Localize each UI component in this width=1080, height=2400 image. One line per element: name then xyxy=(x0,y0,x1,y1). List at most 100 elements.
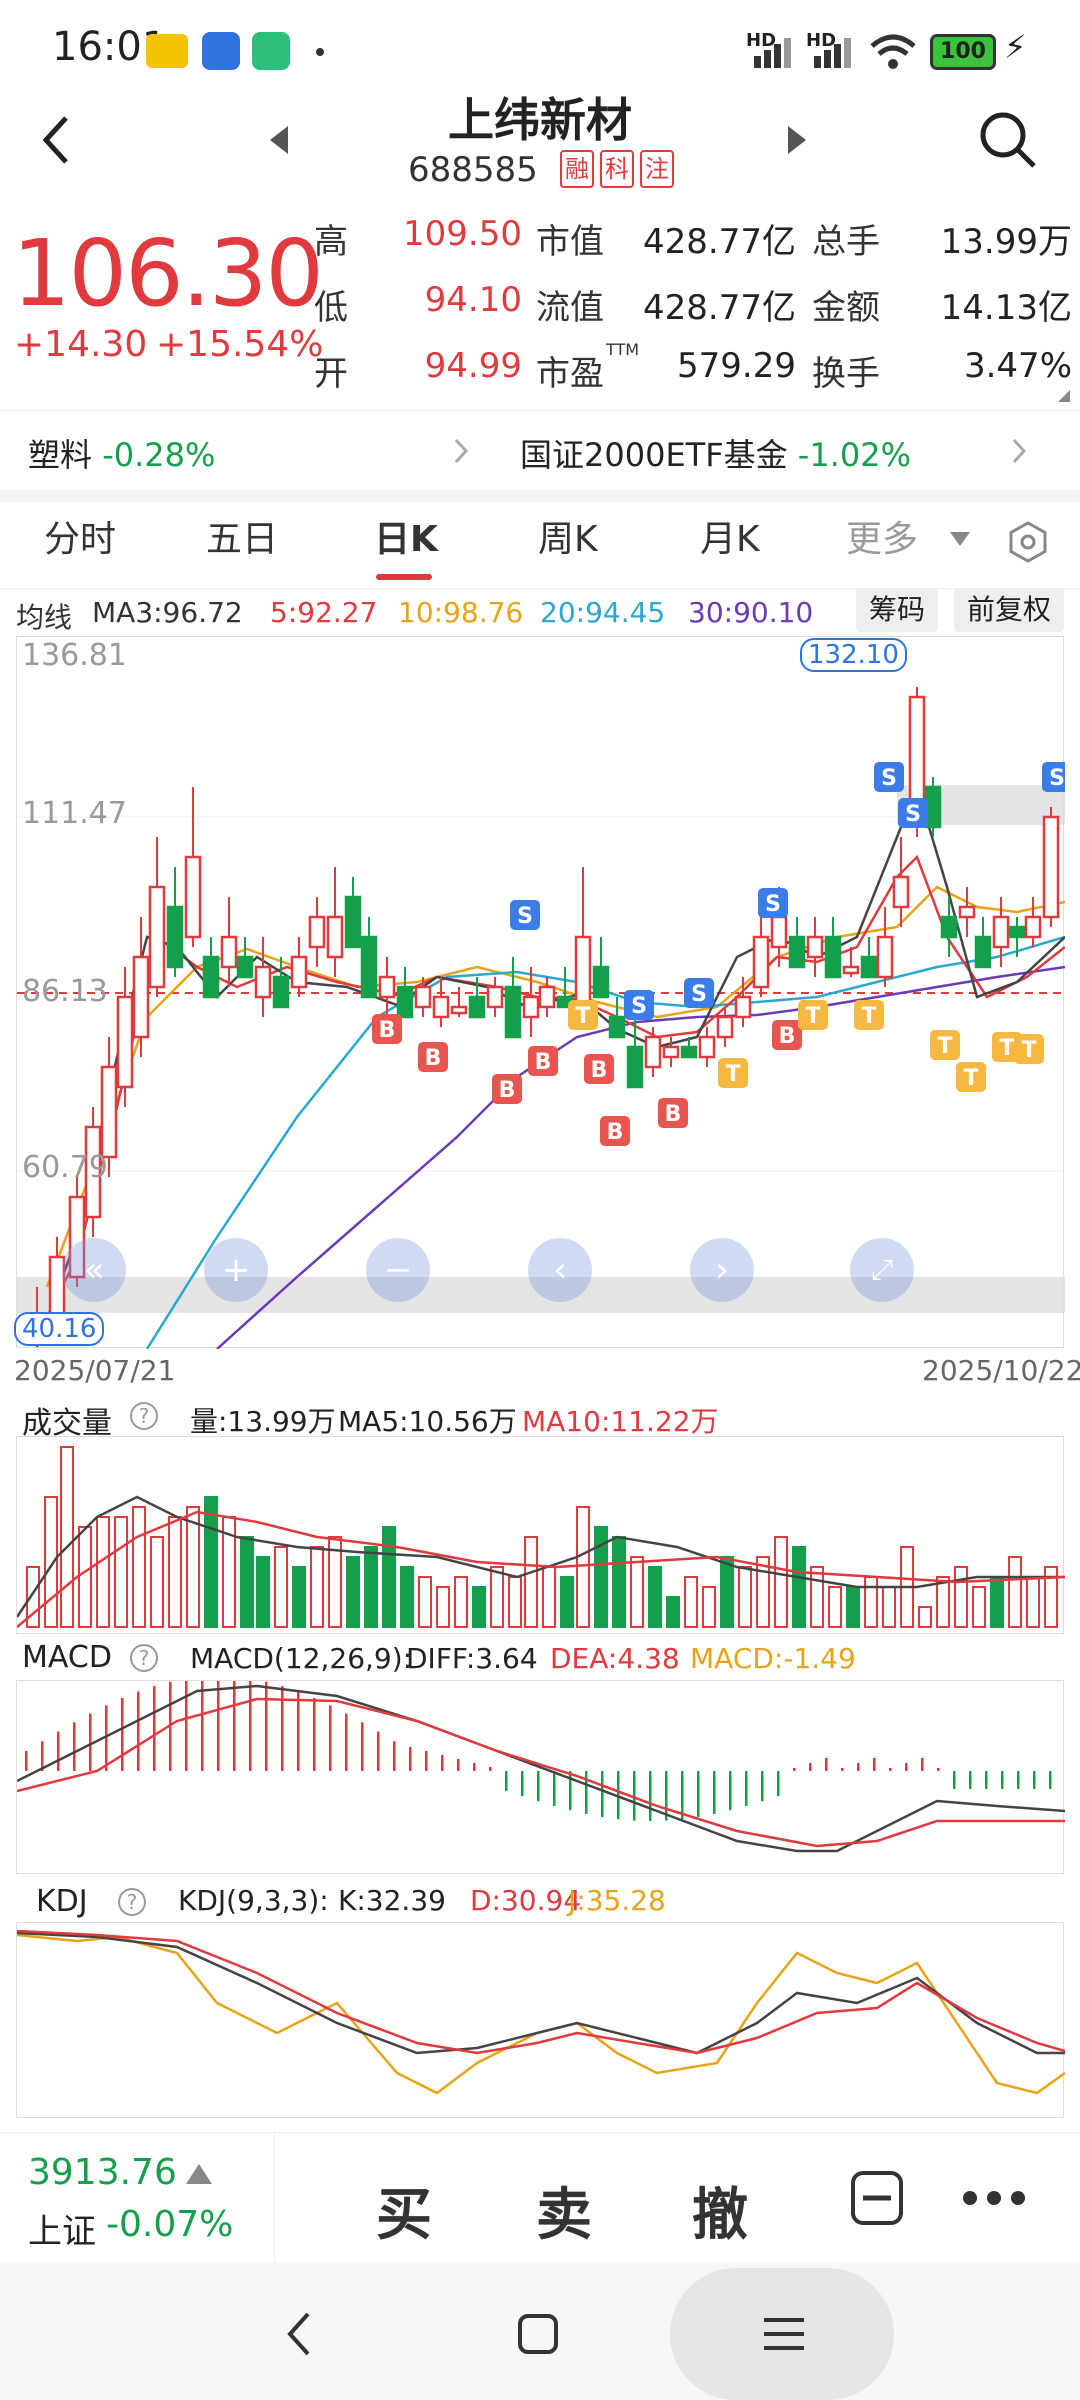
volume-bar xyxy=(240,1536,254,1628)
candlestick xyxy=(716,1007,734,1047)
adjust-button[interactable]: 前复权 xyxy=(954,588,1064,632)
high-price-label: 132.10 xyxy=(800,638,907,672)
macd-bar xyxy=(265,1681,268,1771)
macd-bar xyxy=(857,1763,860,1771)
index-value[interactable]: 3913.76 xyxy=(28,2152,177,2193)
signal-icon xyxy=(814,38,851,68)
candlestick xyxy=(326,867,344,977)
volume-bar xyxy=(630,1556,644,1628)
volume-bar xyxy=(418,1576,432,1628)
app-notification-icon xyxy=(146,34,188,68)
signal-marker: T xyxy=(930,1030,960,1060)
volume-chart[interactable] xyxy=(15,1436,1066,1634)
signal-marker: S xyxy=(684,978,714,1008)
zoom-in-button[interactable]: + xyxy=(204,1238,268,1302)
tab-five-day[interactable]: 五日 xyxy=(206,519,279,560)
candlestick xyxy=(680,1037,698,1059)
volume-svg xyxy=(15,1446,1066,1628)
float-cap-value: 428.77亿 xyxy=(643,288,796,328)
volume-bar xyxy=(472,1586,486,1628)
zoom-out-button[interactable]: − xyxy=(366,1238,430,1302)
chips-button[interactable]: 筹码 xyxy=(856,588,938,632)
volume-bar xyxy=(60,1446,74,1628)
sector-pct: -1.02% xyxy=(797,436,911,474)
candlestick xyxy=(378,957,396,1017)
help-icon[interactable]: ? xyxy=(130,1402,158,1430)
scroll-right-button[interactable]: › xyxy=(690,1238,754,1302)
macd-params: MACD(12,26,9): xyxy=(190,1642,413,1675)
help-icon[interactable]: ? xyxy=(130,1644,158,1672)
help-icon[interactable]: ? xyxy=(118,1888,146,1916)
macd-bar xyxy=(441,1755,444,1771)
tab-intraday[interactable]: 分时 xyxy=(44,519,117,560)
cancel-order-button[interactable]: 撤 xyxy=(692,2183,748,2248)
scroll-left-button[interactable]: ‹ xyxy=(528,1238,592,1302)
ma30-value: 30:90.10 xyxy=(688,596,814,629)
macd-diff: DIFF:3.64 xyxy=(406,1642,538,1675)
nav-home-icon[interactable] xyxy=(516,2310,560,2358)
tab-more[interactable]: 更多 xyxy=(846,519,919,560)
macd-bar xyxy=(729,1771,732,1811)
expand-corner-icon[interactable] xyxy=(1056,388,1072,404)
candlestick xyxy=(132,917,150,1057)
svg-text:T: T xyxy=(725,1062,740,1087)
buy-button[interactable]: 买 xyxy=(376,2183,432,2248)
pe-value: 579.29 xyxy=(677,346,796,386)
current-price: 106.30 xyxy=(12,220,324,327)
volume-bar xyxy=(542,1566,556,1628)
prev-stock-icon[interactable] xyxy=(266,124,292,156)
tab-daily-k[interactable]: 日K xyxy=(374,519,438,560)
kdj-j: J:35.28 xyxy=(568,1884,666,1917)
signal-marker: S xyxy=(1042,762,1072,792)
scroll-start-button[interactable]: « xyxy=(62,1238,126,1302)
sector-name: 塑料 xyxy=(28,436,93,474)
tab-monthly-k[interactable]: 月K xyxy=(700,519,760,560)
svg-text:B: B xyxy=(591,1058,608,1083)
dropdown-icon[interactable] xyxy=(948,530,972,550)
settings-hex-icon[interactable] xyxy=(1006,520,1050,564)
sell-button[interactable]: 卖 xyxy=(536,2183,592,2248)
volume-bar xyxy=(828,1586,842,1628)
next-stock-icon[interactable] xyxy=(784,124,810,156)
macd-bar xyxy=(89,1713,92,1771)
tab-weekly-k[interactable]: 周K xyxy=(538,519,598,560)
volume-bar xyxy=(918,1606,932,1628)
candlestick xyxy=(974,917,992,969)
volume-bar xyxy=(972,1586,986,1628)
search-icon[interactable] xyxy=(976,108,1040,172)
candlestick xyxy=(958,887,976,937)
macd-bar xyxy=(233,1676,236,1771)
nav-recents-icon[interactable] xyxy=(762,2312,806,2356)
volume-bar xyxy=(560,1576,574,1628)
macd-bar xyxy=(121,1697,124,1771)
volume-bar xyxy=(684,1576,698,1628)
sector-item[interactable]: 国证2000ETF基金 -1.02% xyxy=(520,430,911,476)
volume-bar xyxy=(204,1496,218,1628)
kdj-chart[interactable] xyxy=(16,1922,1066,2118)
macd-bar xyxy=(985,1771,988,1789)
svg-text:T: T xyxy=(937,1034,952,1059)
macd-chart[interactable] xyxy=(16,1676,1068,1874)
sector-item[interactable]: 塑料 -0.28% xyxy=(28,430,215,476)
candlestick xyxy=(432,977,450,1027)
nav-back-icon[interactable] xyxy=(280,2310,316,2358)
candlestick xyxy=(504,957,522,1039)
candlestick xyxy=(924,777,942,837)
fullscreen-button[interactable]: ⤢ xyxy=(850,1238,914,1302)
candlestick xyxy=(626,1017,644,1089)
macd-bar xyxy=(73,1722,76,1771)
macd-bar xyxy=(249,1678,252,1771)
macd-bar xyxy=(313,1697,316,1771)
svg-text:B: B xyxy=(665,1102,682,1127)
candlestick xyxy=(344,877,362,949)
amount-value: 14.13亿 xyxy=(940,288,1072,328)
macd-bar xyxy=(409,1747,412,1771)
back-icon[interactable] xyxy=(36,112,76,168)
more-icon[interactable] xyxy=(962,2186,1026,2210)
minus-box-icon[interactable] xyxy=(850,2170,904,2226)
candlestick xyxy=(414,977,432,1017)
stock-name: 上纬新材 xyxy=(448,93,632,147)
turnover-label: 换手 xyxy=(812,354,880,394)
index-name: 上证 xyxy=(28,2212,96,2252)
